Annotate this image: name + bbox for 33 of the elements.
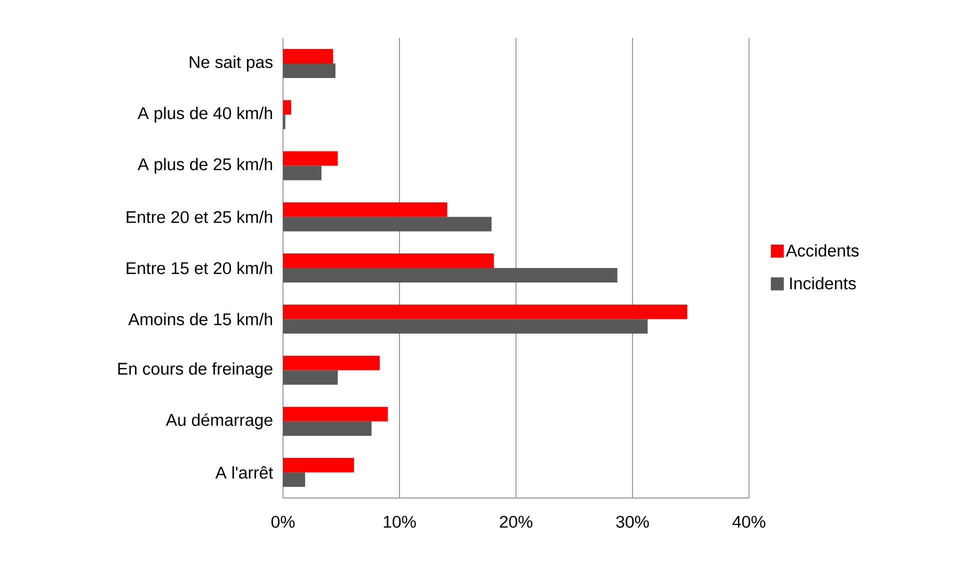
- y-tick-label: A l'arrêt: [215, 466, 274, 479]
- bar: [283, 356, 380, 370]
- y-tick-label: Entre 15 et 20 km/h: [126, 262, 272, 274]
- bar: [283, 151, 338, 166]
- bar: [283, 268, 618, 282]
- x-tick-label: 20%: [500, 516, 532, 528]
- bar: [283, 406, 388, 422]
- bar: [283, 202, 448, 217]
- y-tick-label: En cours de freinage: [118, 362, 272, 378]
- bar: [283, 100, 292, 115]
- bar: [283, 421, 372, 436]
- bar: [283, 49, 334, 64]
- bar: [283, 472, 306, 487]
- x-tick-label: 40%: [732, 516, 766, 528]
- bar: [283, 370, 338, 385]
- bar: [283, 319, 648, 334]
- x-tick-label: 10%: [384, 516, 416, 528]
- legend-label: Accidents: [786, 244, 859, 257]
- y-tick-label: Amoins de 15 km/h: [128, 312, 272, 326]
- y-tick-label: A plus de 25 km/h: [138, 158, 272, 174]
- y-tick-label: Entre 20 et 25 km/h: [126, 210, 272, 224]
- y-tick-label: A plus de 40 km/h: [138, 106, 272, 123]
- bar: [283, 253, 494, 268]
- bar: [283, 166, 322, 180]
- legend-label: Incidents: [790, 276, 856, 290]
- x-tick-label: 0%: [271, 516, 295, 528]
- bar: [283, 304, 688, 320]
- bar: [283, 216, 492, 232]
- x-tick-label: 30%: [616, 516, 649, 528]
- bar: [283, 64, 336, 78]
- bar: [283, 458, 354, 472]
- y-tick-label: Ne sait pas: [190, 56, 273, 72]
- y-tick-label: Au démarrage: [166, 413, 272, 430]
